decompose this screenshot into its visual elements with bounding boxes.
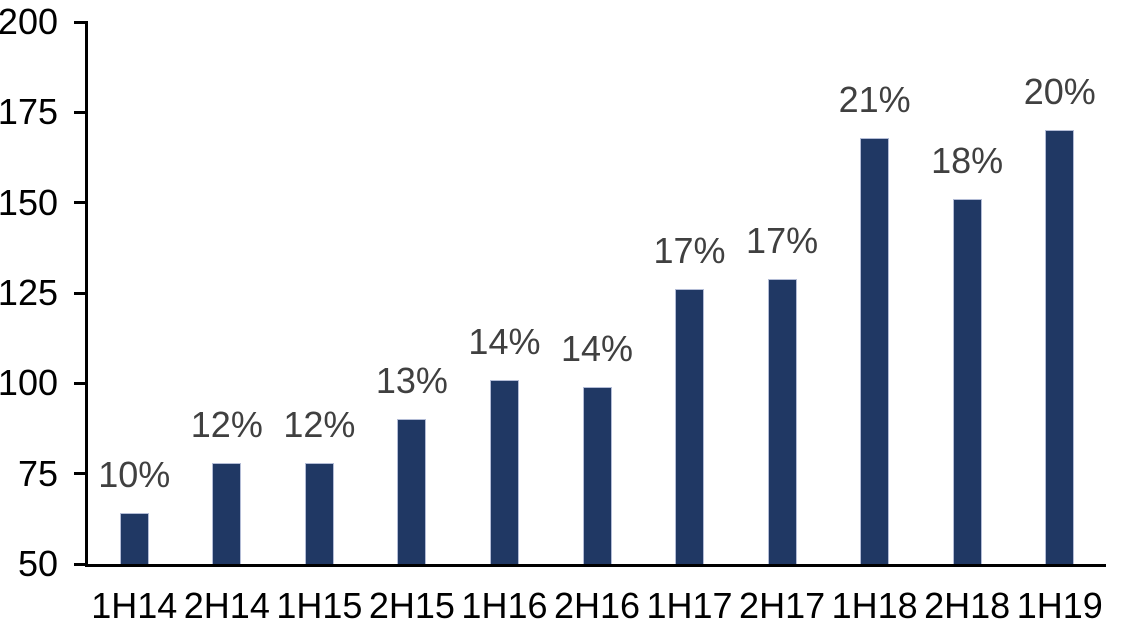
- y-tick-label: 50: [17, 543, 58, 584]
- bar-value-label: 17%: [653, 230, 726, 272]
- y-tick: [74, 381, 88, 385]
- bar-2h18: [952, 199, 982, 564]
- x-axis-label: 2H14: [183, 585, 270, 626]
- bar-1h14: [119, 513, 149, 564]
- x-axis-label: 1H16: [461, 585, 548, 626]
- x-axis-label: 1H18: [831, 585, 918, 626]
- bar-value-label: 14%: [560, 327, 634, 369]
- y-tick: [74, 110, 88, 114]
- y-tick-label: 150: [0, 181, 58, 223]
- x-axis-line: [85, 564, 1106, 567]
- bar-1h16: [489, 379, 519, 564]
- x-axis-label: 1H19: [1016, 585, 1103, 626]
- bar-value-label: 12%: [283, 403, 356, 445]
- y-tick-label: 200: [0, 1, 58, 42]
- bar-1h17: [675, 289, 705, 564]
- bar-2h15: [397, 419, 427, 564]
- x-axis-label: 2H18: [924, 585, 1011, 626]
- bar-value-label: 17%: [746, 219, 819, 261]
- x-axis-label: 2H16: [553, 585, 641, 626]
- x-axis-label: 2H15: [368, 585, 455, 626]
- y-tick: [74, 201, 88, 205]
- bar-2h14: [212, 462, 242, 564]
- plot-area: 50 75 100 125 150 175 200 10% 1H14 12% 2H14 12% 1H15…: [0, 4, 1106, 624]
- x-axis-label: 1H15: [276, 585, 363, 626]
- bar-value-label: 10%: [98, 454, 171, 496]
- bar-value-label: 13%: [375, 360, 448, 402]
- bar-2h16: [582, 386, 612, 564]
- bar-value-label: 21%: [838, 78, 911, 120]
- x-axis-label: 2H17: [739, 585, 826, 626]
- x-axis-label: 1H17: [646, 585, 733, 626]
- y-tick: [74, 562, 88, 566]
- y-tick-label: 75: [17, 452, 58, 494]
- y-tick: [74, 472, 88, 476]
- bar-1h18: [860, 137, 890, 564]
- y-axis-line: [85, 22, 88, 567]
- bar-value-label: 14%: [468, 320, 541, 362]
- bar-value-label: 18%: [931, 140, 1004, 182]
- y-tick-label: 175: [0, 91, 58, 133]
- bar-value-label: 20%: [1023, 71, 1096, 113]
- bar-value-label: 12%: [190, 403, 263, 445]
- y-tick: [74, 291, 88, 295]
- x-axis-label: 1H14: [91, 585, 178, 626]
- bar-1h15: [304, 462, 334, 564]
- bar-1h19: [1045, 130, 1075, 564]
- y-tick-label: 100: [0, 362, 58, 404]
- bar-2h17: [767, 278, 797, 564]
- y-tick: [74, 20, 88, 24]
- y-tick-label: 125: [0, 272, 58, 313]
